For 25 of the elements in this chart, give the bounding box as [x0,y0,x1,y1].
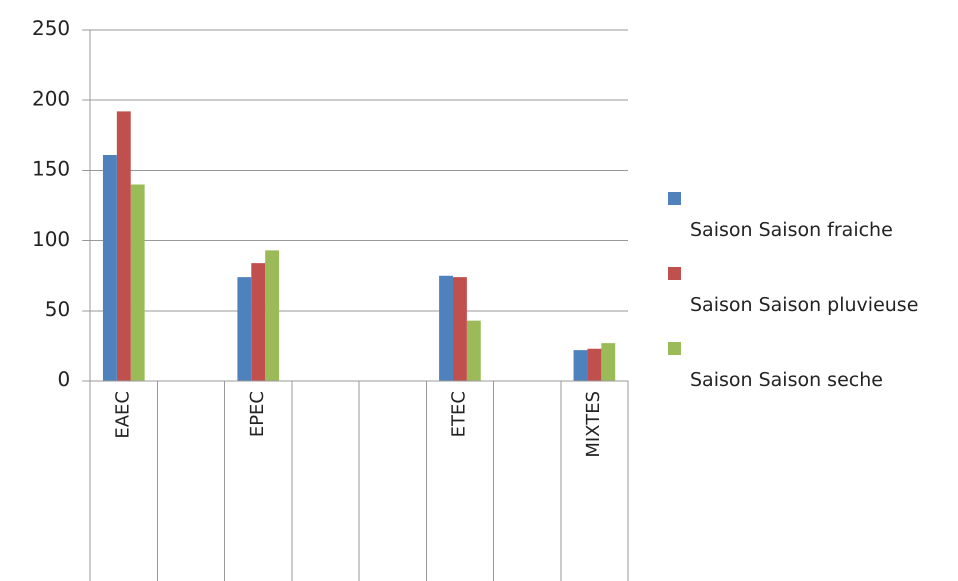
bar [251,263,266,380]
bar [116,111,131,380]
bar [452,277,467,380]
bar [466,320,481,380]
y-tick-label: 200 [32,86,70,110]
legend-label: Saison Saison seche [689,369,884,391]
bar [439,276,453,380]
bar [102,154,117,380]
y-tick-label: 150 [32,156,70,181]
bar [237,277,252,380]
bar [265,250,280,380]
bar [574,350,588,380]
bar [587,348,602,380]
y-tick-label: 100 [32,226,70,251]
y-tick-label: 250 [32,16,70,40]
bar [601,343,616,380]
y-tick-label: 0 [57,367,70,392]
legend-label: Saison Saison fraiche [689,219,894,241]
x-tick-label: EAEC [112,391,134,439]
x-tick-label: ETEC [448,391,470,438]
x-tick-label: EPEC [246,391,268,438]
y-tick-label: 50 [44,297,70,322]
bar [130,184,145,380]
legend-label: Saison Saison pluvieuse [689,294,918,316]
x-tick-label: MIXTES [583,391,604,458]
